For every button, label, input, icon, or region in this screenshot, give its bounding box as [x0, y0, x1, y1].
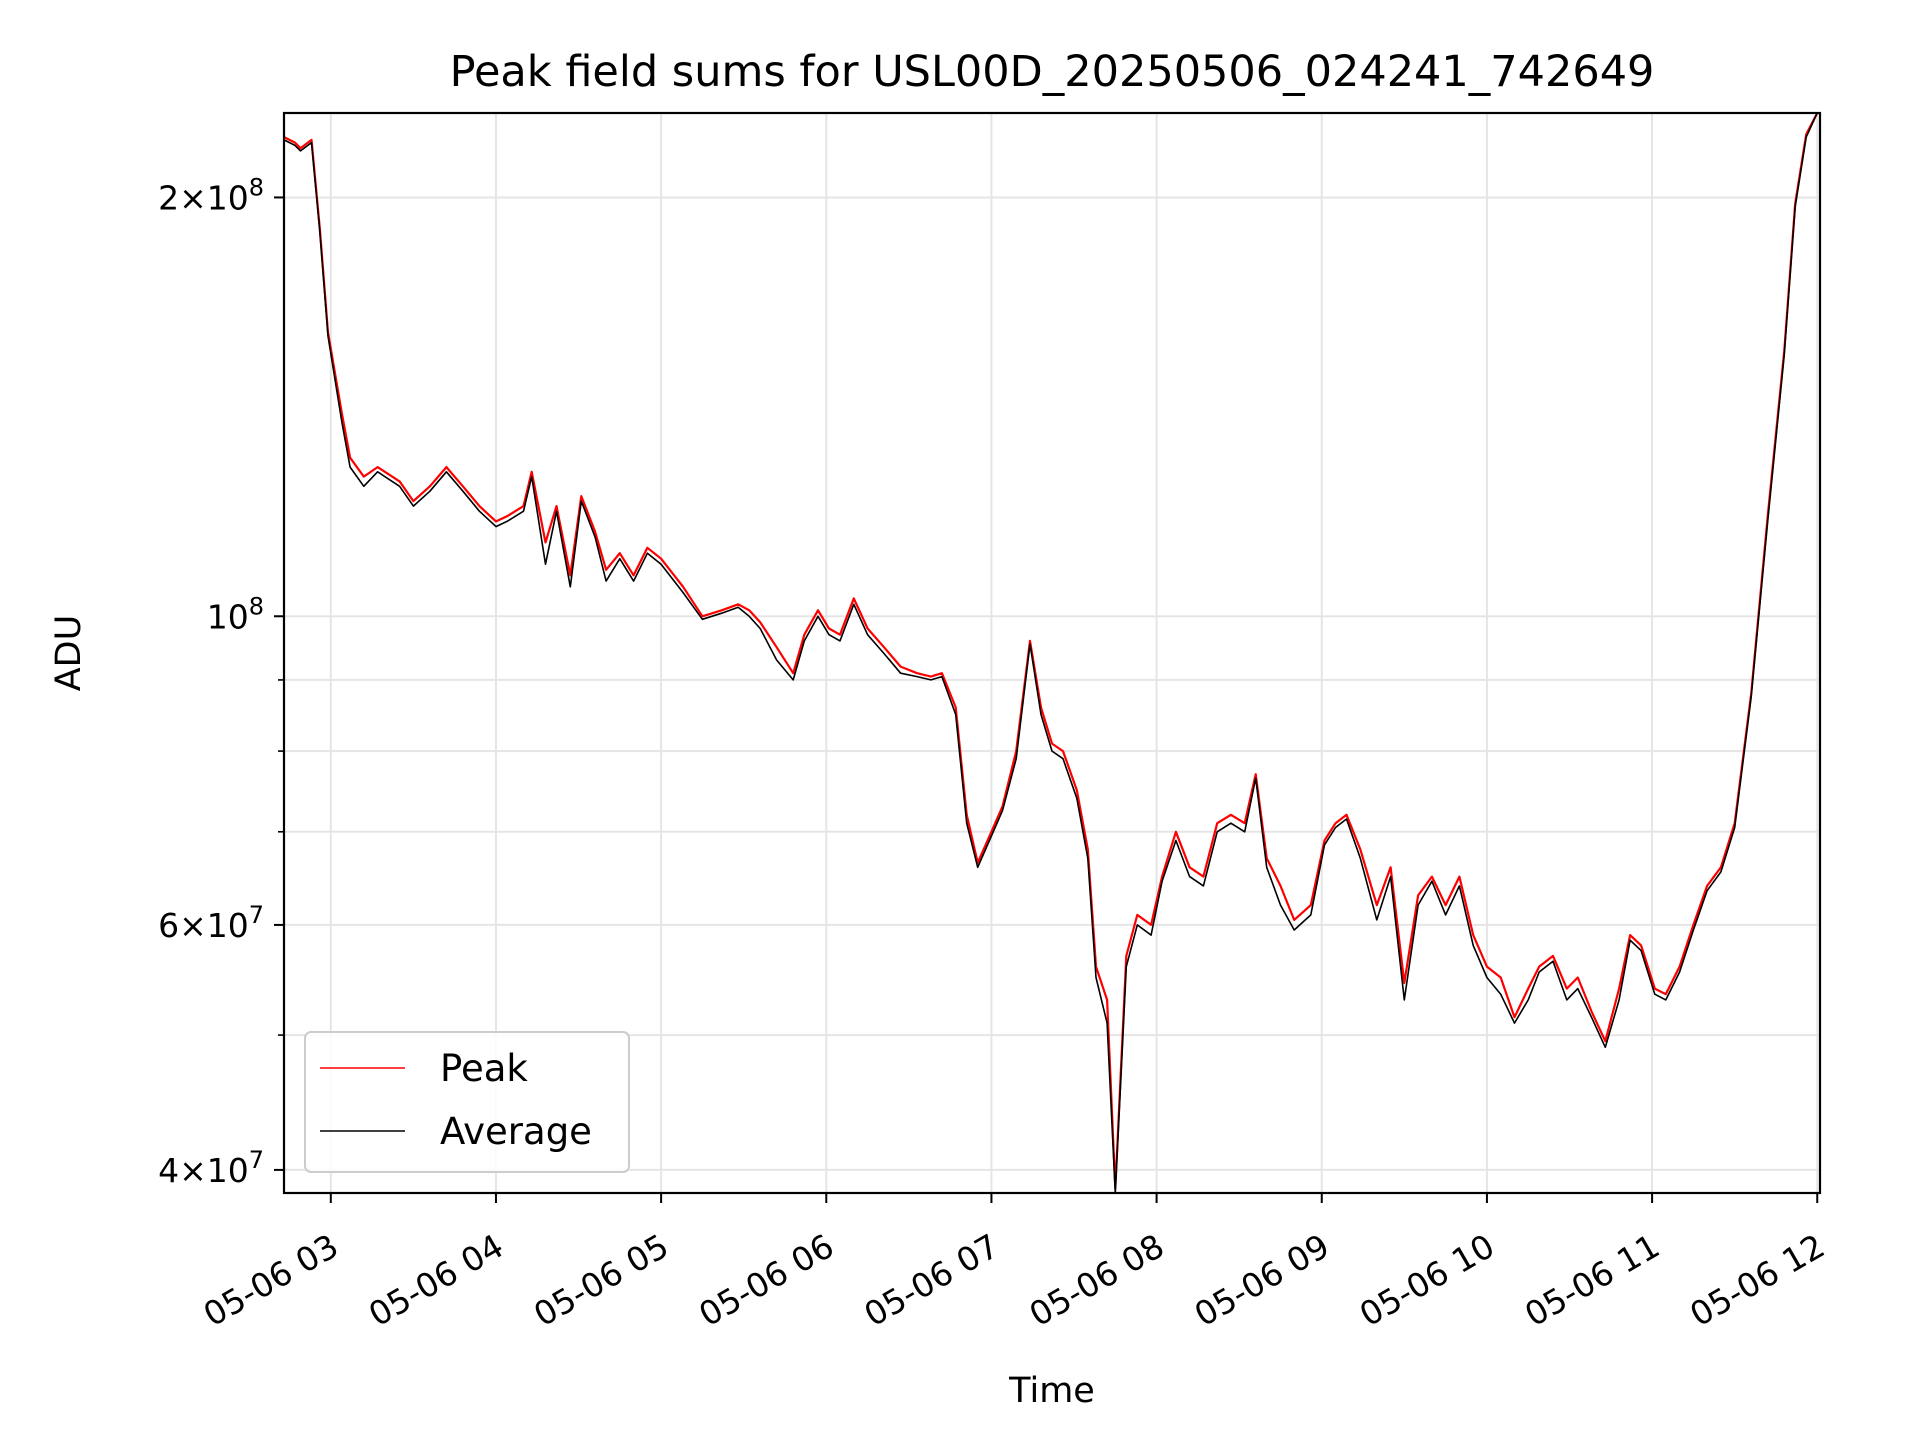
y-tick-label: 108 — [207, 592, 264, 636]
legend-box — [304, 1031, 630, 1173]
legend: Peak Average — [304, 1031, 630, 1173]
y-axis: 4×107 6×107 108 2×108 — [158, 173, 284, 1190]
legend-label-average: Average — [440, 1110, 592, 1153]
series-line-average — [283, 112, 1818, 1194]
plot-frame — [282, 111, 1822, 1195]
series-lines — [283, 112, 1819, 1194]
y-tick-label: 2×108 — [158, 173, 264, 217]
x-axis-label: Time — [1008, 1371, 1095, 1411]
chart-title: Peak field sums for USL00D_20250506_0242… — [450, 47, 1655, 97]
series-line-peak — [283, 112, 1819, 1190]
y-axis-label: ADU — [49, 615, 89, 692]
y-tick-label: 4×107 — [158, 1146, 264, 1190]
legend-label-peak: Peak — [440, 1047, 528, 1090]
y-tick-label: 6×107 — [158, 901, 264, 945]
